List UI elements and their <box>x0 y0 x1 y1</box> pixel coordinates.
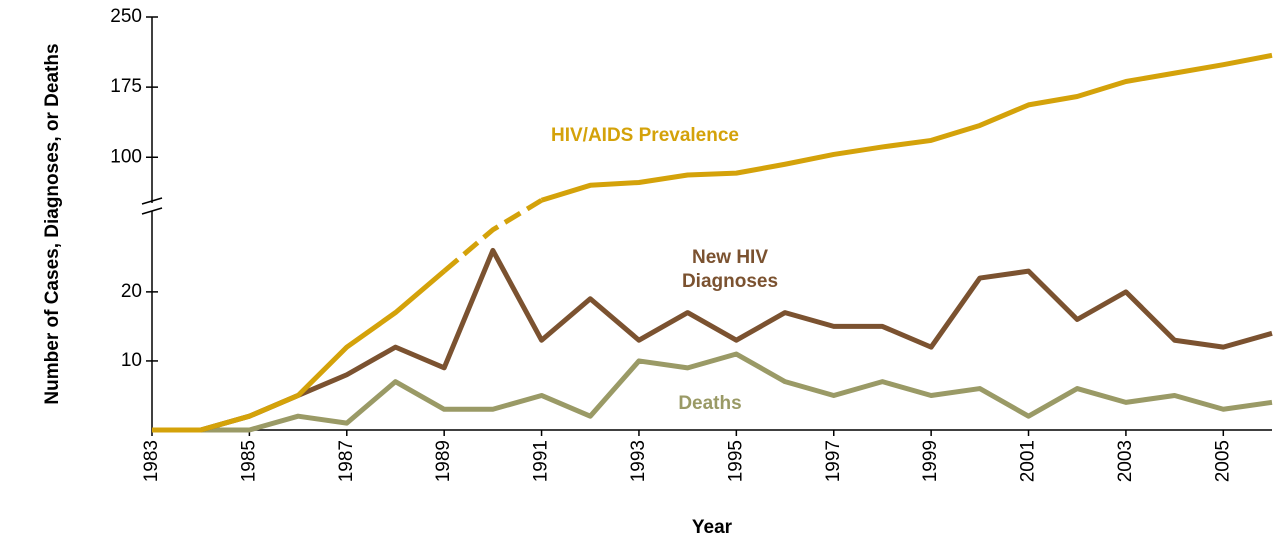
y-axis-title: Number of Cases, Diagnoses, or Deaths <box>42 43 63 405</box>
x-tick-label: 1989 <box>433 440 454 482</box>
axis-break-gap <box>149 203 155 211</box>
y-tick-label: 10 <box>121 350 142 371</box>
y-tick-label: 20 <box>121 281 142 302</box>
axis-break <box>141 207 163 215</box>
x-axis-title: Year <box>691 517 733 538</box>
series-label: Deaths <box>678 393 742 414</box>
x-tick-label: 1993 <box>628 440 649 482</box>
x-tick-label: 2001 <box>1018 440 1039 482</box>
x-tick-label: 1985 <box>238 440 259 482</box>
x-tick-label: 2003 <box>1115 440 1136 482</box>
x-tick-label: 1991 <box>531 440 552 482</box>
series-line <box>152 269 446 433</box>
series-line-dashed <box>442 198 543 274</box>
x-tick-label: 1987 <box>336 440 357 482</box>
series-line <box>152 247 1273 433</box>
axis-break <box>141 197 163 205</box>
x-tick-label: 1999 <box>920 440 941 482</box>
series-line <box>540 52 1273 203</box>
series-label: HIV/AIDS Prevalence <box>551 125 739 146</box>
x-tick-label: 1983 <box>141 440 162 482</box>
series-line <box>152 351 1273 433</box>
x-tick-label: 1997 <box>823 440 844 482</box>
x-tick-label: 1995 <box>725 440 746 482</box>
x-tick-label: 2005 <box>1212 440 1233 482</box>
y-tick-label: 250 <box>110 6 142 27</box>
y-tick-label: 175 <box>110 76 142 97</box>
y-tick-label: 100 <box>110 146 142 167</box>
series-label: New HIV Diagnoses <box>681 247 779 292</box>
